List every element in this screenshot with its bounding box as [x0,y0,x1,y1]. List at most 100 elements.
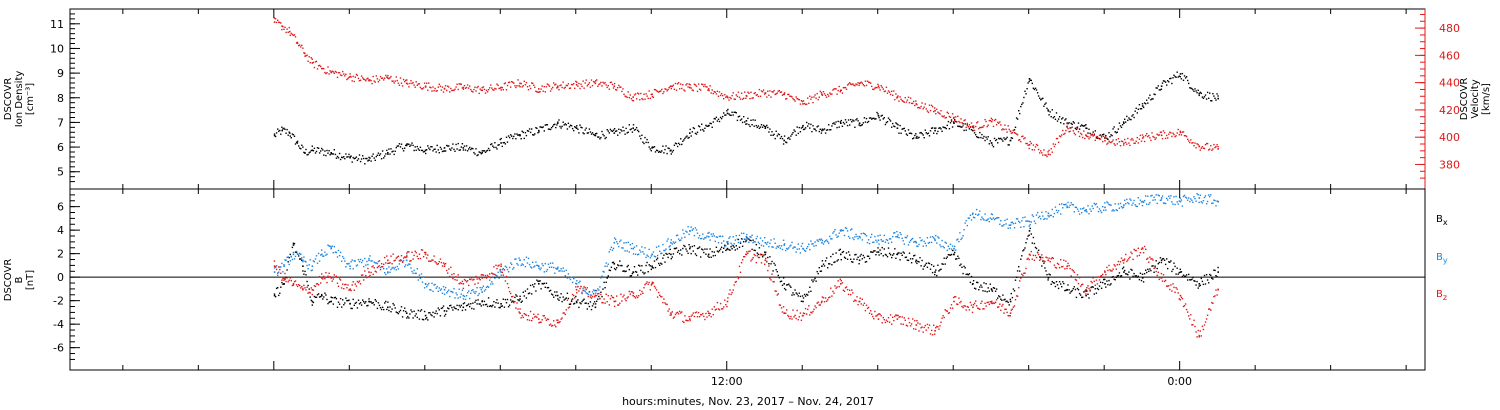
data-point-bz [414,250,416,252]
data-point-by [500,271,502,273]
data-point-by [303,256,305,258]
data-point-velocity [854,85,856,87]
data-point-by [347,263,349,265]
data-point-bz [336,282,339,284]
data-point-by [431,282,433,284]
data-point-bz [407,251,409,253]
data-point-bz [519,312,521,314]
data-point-velocity [694,84,697,86]
data-point-velocity [957,115,959,117]
data-point-bz [777,293,779,295]
data-point-bx [329,301,331,303]
data-point-bz [1102,273,1104,276]
data-point-by [783,243,786,245]
data-point-bx [1064,289,1066,292]
data-point-bx [1172,268,1174,271]
data-point-bx [1104,283,1106,285]
data-point-by [1057,210,1060,212]
data-point-by [916,245,918,247]
data-point-by [984,213,986,215]
data-point-bz [457,274,459,276]
data-point-velocity [394,80,396,82]
data-point-by [600,277,602,279]
bottom-panel-frame [69,188,1426,371]
data-point-bx [1057,287,1060,290]
data-point-velocity [362,77,364,79]
data-point-bz [993,302,996,304]
data-point-density [580,126,582,128]
data-point-velocity [1053,145,1056,148]
data-point-bz [303,284,305,287]
data-point-density [835,121,837,123]
data-point-bx [893,253,895,255]
data-point-bz [834,285,836,287]
data-point-bz [836,286,838,288]
data-point-bz [1046,257,1048,259]
data-point-density [479,151,481,154]
data-point-bx [277,287,279,289]
data-point-bx [429,312,431,314]
data-point-by [564,275,566,277]
data-point-bx [1008,304,1010,306]
data-point-bx [906,259,909,261]
data-point-velocity [300,46,302,48]
data-point-by [948,248,951,250]
data-point-velocity [552,86,554,89]
data-point-density [787,137,789,140]
data-point-by [1020,226,1022,228]
data-point-bz [888,321,891,323]
data-point-velocity [625,95,627,98]
data-point-bx [713,251,715,253]
data-point-bz [823,301,826,303]
data-point-bx [315,296,318,298]
data-point-by [952,249,955,252]
data-point-velocity [543,85,545,88]
data-point-bx [497,302,499,304]
data-point-bz [438,261,440,263]
data-point-bx [1198,285,1200,287]
velocity-axis-tick-label: 400 [1439,131,1460,144]
data-point-bz [713,306,715,308]
data-point-velocity [644,98,646,100]
data-point-density [639,135,641,137]
data-point-by [665,248,667,250]
data-point-velocity [527,89,530,91]
data-point-velocity [1213,143,1215,146]
velocity-axis-tick-label: 440 [1439,77,1460,90]
data-point-by [306,264,308,267]
data-point-velocity [1138,138,1141,140]
data-point-bx [1025,242,1027,244]
data-point-velocity [1039,152,1041,154]
data-point-bx [500,305,502,307]
data-point-bx [1062,281,1064,283]
data-point-density [1047,109,1049,111]
data-point-bz [854,299,856,301]
data-point-bx [902,251,904,253]
data-point-by [1009,224,1012,226]
data-point-bx [692,250,694,252]
data-point-bx [900,252,902,254]
data-point-velocity [622,88,624,90]
data-point-velocity [918,106,920,109]
data-point-by [545,270,548,273]
data-point-density [363,157,365,160]
data-point-by [1103,209,1105,211]
data-point-velocity [425,86,427,88]
data-point-density [988,143,990,145]
data-point-velocity [922,108,924,110]
data-point-velocity [1095,136,1098,138]
data-point-bz [397,255,400,257]
data-point-by [864,233,867,236]
data-point-density [913,137,915,139]
data-point-by [461,289,464,291]
data-point-density [1204,94,1207,96]
data-point-bz [696,316,699,318]
data-point-bx [435,310,437,312]
data-point-velocity [375,75,377,77]
data-point-bx [849,254,851,256]
data-point-density [521,130,523,132]
data-point-density [823,128,826,130]
data-point-density [616,130,618,132]
data-point-velocity [592,81,595,83]
data-point-density [508,136,511,139]
